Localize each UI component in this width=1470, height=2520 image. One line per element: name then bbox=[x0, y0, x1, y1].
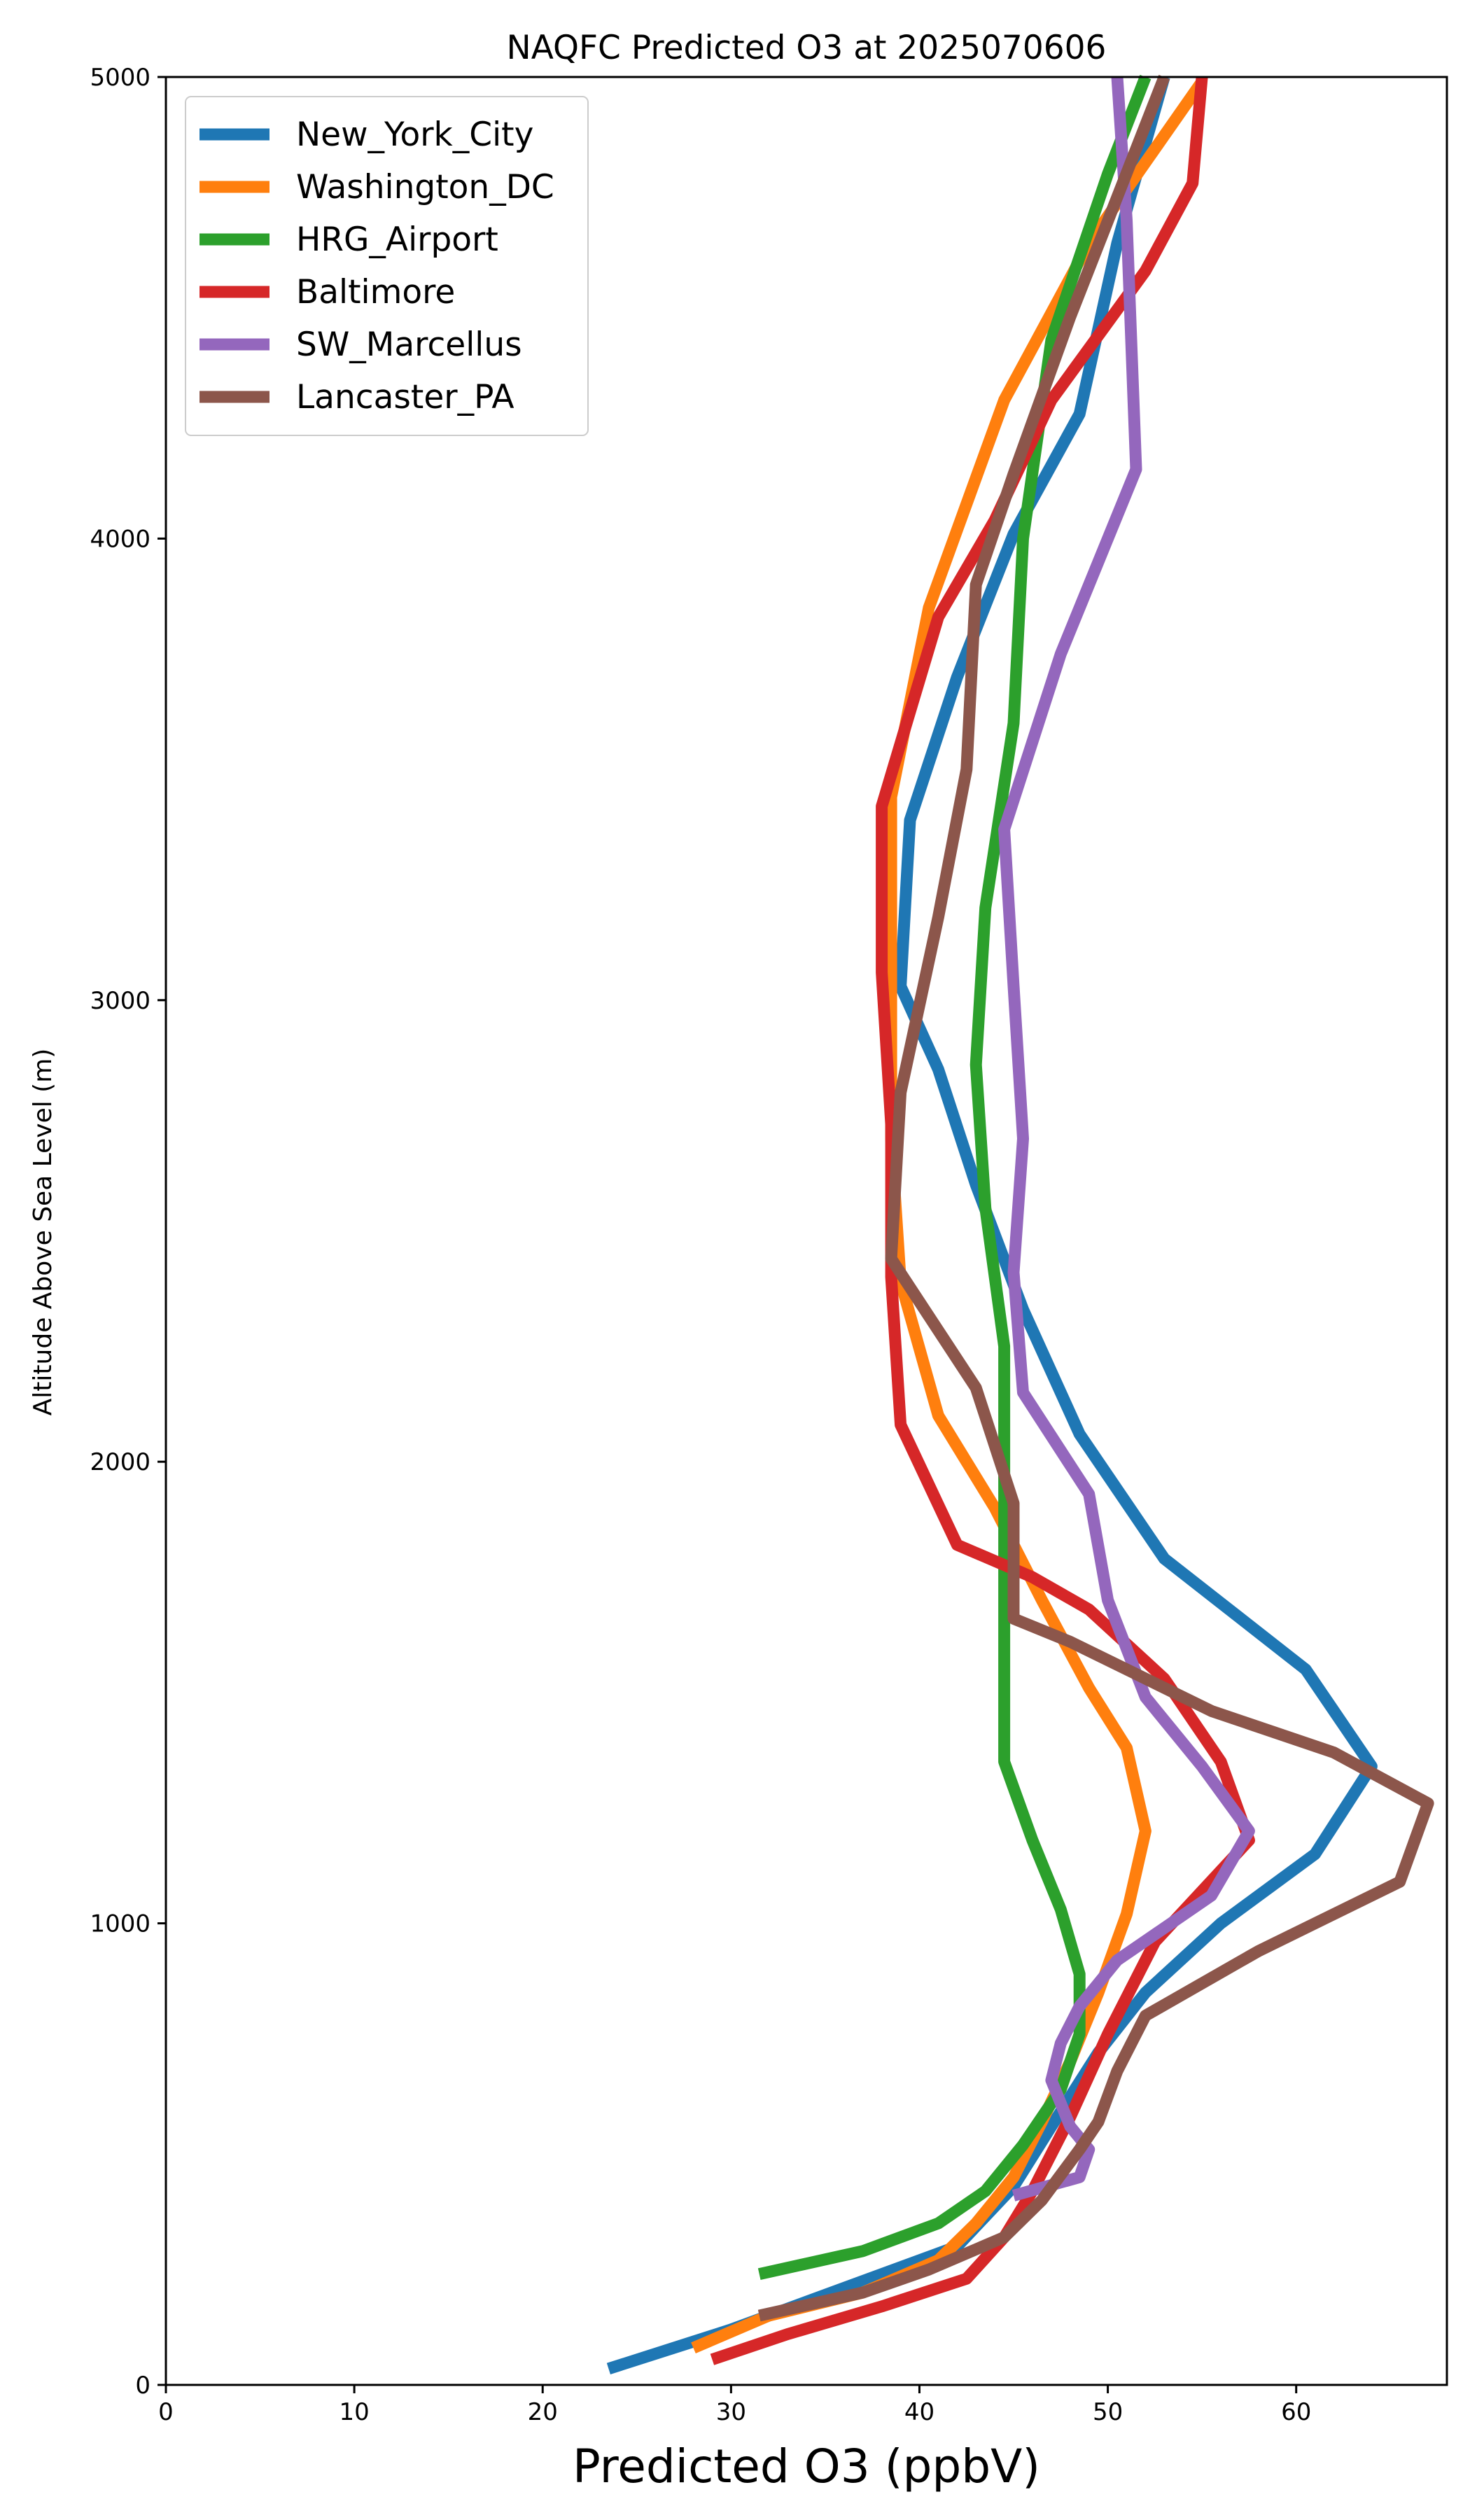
y-tick-label: 2000 bbox=[90, 1448, 150, 1476]
x-tick-label: 60 bbox=[1281, 2398, 1311, 2426]
chart-title: NAQFC Predicted O3 at 2025070606 bbox=[507, 29, 1107, 67]
x-tick-label: 40 bbox=[904, 2398, 934, 2426]
y-tick-label: 4000 bbox=[90, 525, 150, 553]
series-line-hrg-airport bbox=[757, 74, 1152, 2280]
y-axis-label: Altitude Above Sea Level (m) bbox=[29, 1049, 57, 1416]
legend-label: Baltimore bbox=[296, 273, 455, 312]
legend-label: SW_Marcellus bbox=[296, 326, 522, 364]
series-layer bbox=[606, 74, 1434, 2374]
ticks-layer: 0 10 20 30 40 50 60 0 1000 2000 3000 4000 5000 bbox=[90, 64, 1311, 2426]
x-tick-label: 10 bbox=[339, 2398, 369, 2426]
x-tick-label: 30 bbox=[716, 2398, 746, 2426]
legend-box bbox=[185, 96, 589, 436]
y-tick-label: 5000 bbox=[90, 64, 150, 92]
series-line-lancaster-pa bbox=[757, 74, 1434, 2322]
legend: New_York_City Washington_DC HRG_Airport Bal… bbox=[185, 96, 589, 436]
plot-frame bbox=[164, 76, 1448, 2386]
x-tick-label: 50 bbox=[1093, 2398, 1123, 2426]
x-tick-label: 20 bbox=[528, 2398, 558, 2426]
x-axis-label: Predicted O3 (ppbV) bbox=[573, 2440, 1040, 2493]
y-tick-label: 0 bbox=[135, 2372, 150, 2400]
y-tick-label: 3000 bbox=[90, 987, 150, 1015]
legend-label: New_York_City bbox=[296, 115, 533, 154]
legend-label: HRG_Airport bbox=[296, 220, 498, 259]
y-tick-label: 1000 bbox=[90, 1910, 150, 1938]
series-line-sw-marcellus bbox=[998, 76, 1255, 2202]
legend-label: Washington_DC bbox=[296, 168, 554, 206]
x-tick-label: 0 bbox=[158, 2398, 174, 2426]
legend-label: Lancaster_PA bbox=[296, 378, 514, 416]
